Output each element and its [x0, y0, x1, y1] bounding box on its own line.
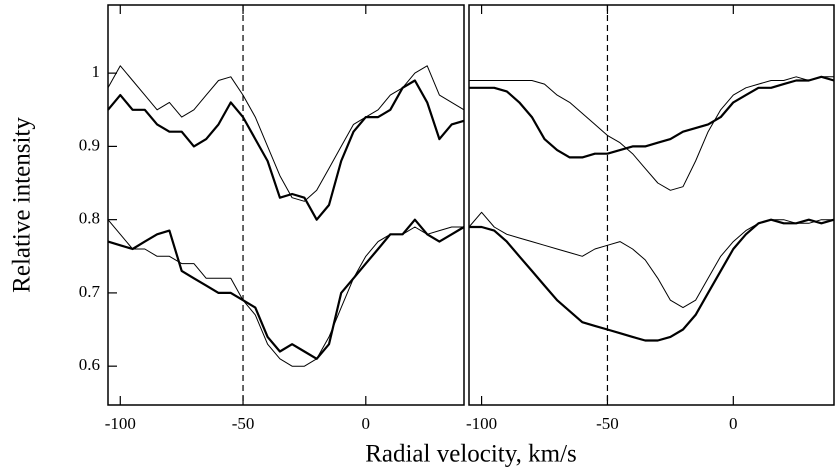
y-tick-label: 0.9	[79, 135, 100, 154]
spectrum-line	[107, 219, 464, 367]
x-tick-label: -100	[105, 414, 136, 433]
spectrum-line	[469, 218, 835, 342]
y-tick-label: 0.6	[79, 355, 100, 374]
x-tick-label: -50	[232, 414, 255, 433]
x-tick-label: -100	[466, 414, 497, 433]
x-tick-label: -50	[596, 414, 619, 433]
y-axis-label: Relative intensity	[9, 117, 36, 293]
plot-frame	[107, 4, 465, 406]
spectrum-line	[107, 65, 465, 202]
y-tick-label: 0.8	[79, 209, 100, 228]
spectrum-line	[107, 218, 465, 360]
spectrum-line	[469, 75, 835, 159]
y-tick-label: 1	[92, 62, 101, 81]
spectrum-line	[469, 76, 834, 191]
y-tick-label: 0.7	[79, 282, 101, 301]
plot-frame	[468, 4, 835, 406]
x-tick-label: 0	[729, 414, 738, 433]
x-tick-label: 0	[362, 414, 371, 433]
spectrum-line	[107, 79, 465, 221]
x-axis-label: Radial velocity, km/s	[365, 441, 577, 468]
